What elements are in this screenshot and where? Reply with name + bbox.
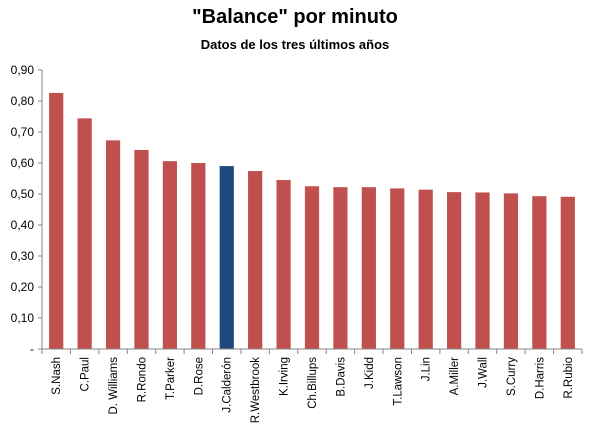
x-category-label: S.Nash xyxy=(51,357,63,395)
x-category-label: B.Davis xyxy=(335,357,347,397)
bar xyxy=(390,188,405,349)
bar xyxy=(361,187,376,349)
bar xyxy=(276,180,291,349)
bar xyxy=(134,149,149,349)
y-tick-label: 0,90 xyxy=(11,63,35,77)
x-category-label: R.Rondo xyxy=(136,357,148,402)
x-category-label: D. Williams xyxy=(108,357,120,415)
bar xyxy=(532,196,547,349)
y-tick-label: - xyxy=(30,342,34,356)
x-axis-labels: S.Nash C.Paul D. Williams R.Rondo T.Parker D.… xyxy=(51,357,575,424)
bar xyxy=(475,192,490,349)
chart-title: "Balance" por minuto xyxy=(192,6,398,28)
bars xyxy=(49,92,575,349)
bar xyxy=(191,163,206,349)
y-tick-label: 0,80 xyxy=(11,94,35,108)
y-tick-label: 0,60 xyxy=(11,156,35,170)
bar xyxy=(333,187,348,349)
y-tick-label: 0,10 xyxy=(11,311,35,325)
x-category-label: T.Parker xyxy=(165,357,177,400)
bar xyxy=(49,92,64,349)
x-category-label: J.Kidd xyxy=(364,357,376,389)
bar xyxy=(77,118,92,349)
x-category-label: D.Rose xyxy=(193,357,205,395)
bar xyxy=(105,140,121,349)
bar xyxy=(162,161,177,349)
x-category-label: J.Calderón xyxy=(222,357,234,413)
axes xyxy=(38,69,583,354)
x-category-label: R.Westbrook xyxy=(250,357,262,424)
y-tick-label: 0,40 xyxy=(11,218,35,232)
bar xyxy=(560,196,575,349)
y-tick-label: 0,30 xyxy=(11,249,35,263)
bar xyxy=(219,166,234,349)
y-tick-label: 0,50 xyxy=(11,187,35,201)
x-category-label: K.Irving xyxy=(279,357,291,396)
chart-subtitle: Datos de los tres últimos años xyxy=(200,37,390,52)
x-category-label: S.Curry xyxy=(506,357,518,396)
x-category-label: C.Paul xyxy=(80,357,92,392)
bar xyxy=(248,171,263,349)
y-axis-ticks: - 0,10 0,20 0,30 0,40 0,50 0,60 0,70 0,80 0,90 xyxy=(11,63,35,356)
bar xyxy=(447,192,462,349)
x-category-label: D.Harris xyxy=(534,357,546,399)
bar xyxy=(418,189,433,349)
y-tick-label: 0,20 xyxy=(11,280,35,294)
bar xyxy=(304,186,320,349)
x-category-label: J.Wall xyxy=(478,357,490,388)
x-category-label: R.Rubio xyxy=(563,357,575,399)
y-tick-label: 0,70 xyxy=(11,125,35,139)
x-category-label: J.Lin xyxy=(421,357,433,381)
x-category-label: T.Lawson xyxy=(392,357,404,406)
x-category-label: A.Miller xyxy=(449,357,461,396)
bar xyxy=(503,193,519,349)
x-category-label: Ch.Billups xyxy=(307,357,319,409)
